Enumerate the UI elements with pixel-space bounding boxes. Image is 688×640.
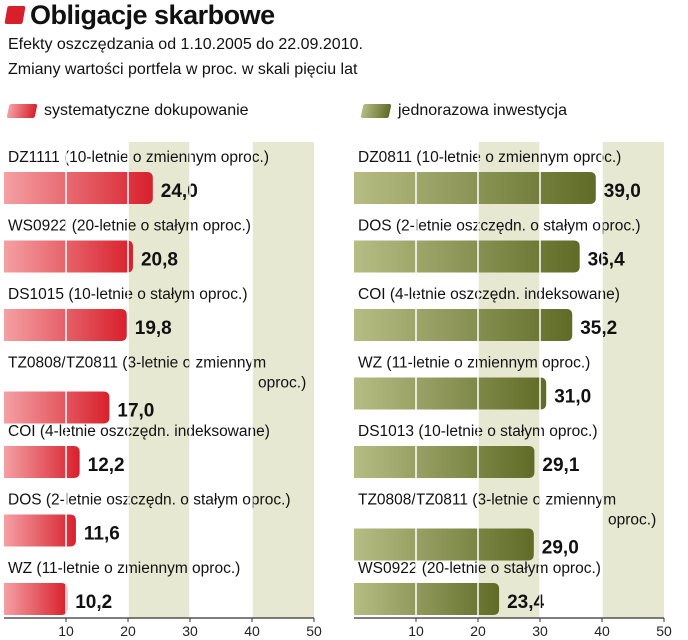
category-label: WS0922 (20-letnie o stałym oproc.): [8, 218, 251, 235]
chart-panel-lump-sum: DZ0811 (10-letnie o zmiennym oproc.) 39,0…: [354, 142, 672, 639]
value-label: 20,8: [141, 250, 178, 271]
category-label: DOS (2-letnie oszczędn. o stałym oproc.): [358, 218, 641, 235]
category-label: COI (4-letnie oszczędn. indeksowane): [8, 423, 270, 440]
category-label: WZ (11-letnie o zmiennym oproc.): [8, 560, 240, 577]
category-label: WZ (11-letnie o zmiennym oproc.): [358, 355, 590, 372]
category-label: DZ1111 (10-letnie o zmiennym oproc.): [8, 149, 269, 166]
category-label-line: WS0922 (20-letnie o stałym oproc.): [8, 218, 251, 235]
category-label-line: oproc.): [258, 375, 306, 392]
category-label: TZ0808/TZ0811 (3-letnie o zmiennym oproc.…: [8, 355, 306, 392]
legend-label: jednorazowa inwestycja: [398, 102, 567, 119]
value-label: 11,6: [84, 524, 120, 545]
bar: [354, 309, 573, 341]
value-label: 17,0: [117, 401, 154, 422]
value-label: 19,8: [135, 318, 172, 339]
category-label-line: WZ (11-letnie o zmiennym oproc.): [358, 355, 590, 372]
category-label-line: TZ0808/TZ0811 (3-letnie o zmiennym: [358, 492, 616, 509]
title-marker: [4, 6, 26, 24]
legend-item-lump-sum: jednorazowa inwestycja: [360, 102, 567, 120]
x-tick-label: 40: [244, 623, 260, 639]
value-label: 12,2: [88, 455, 125, 476]
category-label: TZ0808/TZ0811 (3-letnie o zmiennym oproc.…: [358, 492, 656, 529]
x-tick-label: 30: [532, 623, 548, 639]
x-tick-label: 20: [120, 623, 136, 639]
category-label-line: COI (4-letnie oszczędn. indeksowane): [8, 423, 270, 440]
bar: [4, 240, 133, 273]
legend-item-systematic: systematyczne dokupowanie: [6, 102, 249, 120]
category-label: COI (4-letnie oszczędn. indeksowane): [358, 286, 620, 303]
subtitle-description: Zmiany wartości portfela w proc. w skali…: [8, 61, 358, 78]
x-tick-label: 10: [408, 623, 424, 639]
subtitle-period: Efekty oszczędzania od 1.10.2005 do 22.0…: [8, 36, 363, 53]
x-tick-label: 50: [306, 623, 322, 639]
value-label: 10,2: [75, 592, 112, 613]
bar: [354, 528, 534, 561]
category-label-line: COI (4-letnie oszczędn. indeksowane): [358, 286, 620, 303]
bar: [354, 377, 547, 410]
legend-swatch-green: [360, 104, 392, 118]
value-label: 29,1: [542, 455, 579, 476]
bar: [354, 583, 500, 615]
legend-swatch-red: [6, 104, 38, 118]
category-label-line: oproc.): [608, 512, 656, 529]
category-label-line: WZ (11-letnie o zmiennym oproc.): [8, 560, 240, 577]
grid-band: [602, 142, 664, 618]
category-label-line: DOS (2-letnie oszczędn. o stałym oproc.): [358, 218, 641, 235]
value-label: 35,2: [580, 318, 617, 339]
legend-label: systematyczne dokupowanie: [44, 102, 249, 119]
category-label: DOS (2-letnie oszczędn. o stałym oproc.): [8, 492, 291, 509]
value-label: 23,4: [507, 592, 544, 613]
chart-panel-systematic: DZ1111 (10-letnie o zmiennym oproc.) 24,0…: [4, 142, 322, 639]
bar-chart-systematic: DZ1111 (10-letnie o zmiennym oproc.) 24,0…: [4, 142, 322, 639]
value-label: 31,0: [554, 387, 591, 408]
bar: [4, 446, 80, 478]
bar: [354, 446, 535, 478]
category-label: DZ0811 (10-letnie o zmiennym oproc.): [358, 149, 621, 166]
category-label-line: TZ0808/TZ0811 (3-letnie o zmiennym: [8, 355, 266, 372]
bar: [4, 514, 76, 547]
x-tick-label: 50: [656, 623, 672, 639]
category-label-line: DZ1111 (10-letnie o zmiennym oproc.): [8, 149, 269, 166]
value-label: 29,0: [542, 538, 579, 559]
bar: [4, 583, 68, 615]
bar: [4, 172, 153, 204]
x-tick-label: 30: [182, 623, 198, 639]
x-tick-label: 20: [470, 623, 486, 639]
category-label-line: WS0922 (20-letnie o stałym oproc.): [358, 560, 601, 577]
grid-band: [128, 142, 190, 618]
bar: [4, 391, 110, 424]
bar-chart-lump-sum: DZ0811 (10-letnie o zmiennym oproc.) 39,0…: [354, 142, 672, 639]
x-tick-label: 10: [58, 623, 74, 639]
page-title: Obligacje skarbowe: [30, 0, 275, 30]
grid-band: [252, 142, 314, 618]
category-label: WS0922 (20-letnie o stałym oproc.): [358, 560, 601, 577]
value-label: 36,4: [588, 250, 625, 271]
x-tick-label: 40: [594, 623, 610, 639]
bar: [354, 172, 596, 204]
bar: [354, 240, 580, 273]
value-label: 24,0: [161, 181, 198, 202]
category-label-line: DZ0811 (10-letnie o zmiennym oproc.): [358, 149, 621, 166]
value-label: 39,0: [604, 181, 641, 202]
category-label-line: DOS (2-letnie oszczędn. o stałym oproc.): [8, 492, 291, 509]
